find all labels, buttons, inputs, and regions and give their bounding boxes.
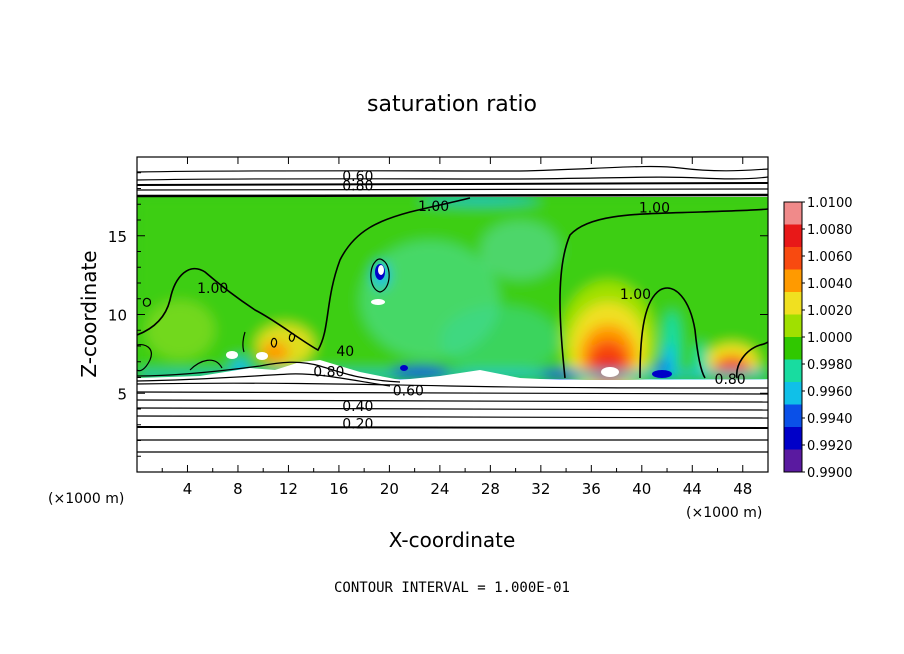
x-tick-label: 36 (582, 480, 601, 498)
colorbar-label: 0.9920 (807, 439, 853, 454)
colorbar-swatch (784, 404, 802, 428)
x-tick-label: 48 (733, 480, 752, 498)
x-tick-label: 8 (233, 480, 243, 498)
colorbar-swatch (784, 314, 802, 338)
contour-label: 40 (336, 344, 354, 360)
colorbar-swatch (784, 224, 802, 248)
x-tick-label: 44 (683, 480, 702, 498)
contour-label: 1.00 (639, 201, 670, 217)
x-tick-label: 24 (430, 480, 449, 498)
colorbar-label: 0.9960 (807, 385, 853, 400)
contour-label: 0.60 (393, 383, 424, 399)
y-tick-label: 10 (108, 307, 127, 325)
saturation-field (137, 157, 768, 472)
colorbar-label: 1.0020 (807, 304, 853, 319)
contour-label: 0.40 (342, 399, 373, 415)
contour-label: 0.80 (715, 372, 746, 388)
colorbar-swatch (784, 337, 802, 360)
colorbar-label: 1.0060 (807, 250, 853, 265)
colorbar-label: 0.9900 (807, 466, 853, 481)
x-tick-label: 12 (279, 480, 298, 498)
x-tick-label: 20 (380, 480, 399, 498)
x-unit-label-right: (×1000 m) (686, 505, 762, 521)
contour-label: 0.60 (342, 169, 373, 185)
contour-label: 1.00 (620, 287, 651, 303)
y-tick-label: 5 (117, 385, 127, 403)
contour-label: 0.80 (342, 179, 373, 195)
colorbar-swatch (784, 427, 802, 450)
colorbar-swatch (784, 269, 802, 293)
contour-label: 0.20 (342, 416, 373, 432)
contour-interval-note: CONTOUR INTERVAL = 1.000E-01 (334, 580, 570, 596)
x-unit-label-left: (×1000 m) (48, 491, 124, 507)
x-axis-label: X-coordinate (389, 528, 516, 552)
colorbar-swatch (784, 202, 802, 225)
x-tick-label: 40 (632, 480, 651, 498)
contour-label: 1.00 (197, 281, 228, 297)
colorbar-swatch (784, 382, 802, 405)
contour-label: 0.80 (313, 364, 344, 380)
contour-labels: 0.600.801.00 1.001.00 1.00400.800.600.400.… (197, 169, 746, 432)
colorbar-label: 1.0040 (807, 277, 853, 292)
colorbar-swatch (784, 449, 802, 473)
x-axis: 4 8 12 16 20 24 28 32 36 40 44 48 (161, 157, 752, 498)
x-tick-label: 32 (531, 480, 550, 498)
x-tick-label: 4 (183, 480, 193, 498)
colorbar-swatch (784, 247, 802, 270)
x-tick-label: 16 (329, 480, 348, 498)
colorbar: 1.0100 1.0080 1.0060 1.0040 1.0020 1.0000 0.99… (783, 196, 853, 481)
y-tick-label: 15 (108, 228, 127, 246)
colorbar-label: 0.9940 (807, 412, 853, 427)
contour-label: 1.00 (418, 199, 449, 215)
colorbar-label: 1.0080 (807, 223, 853, 238)
colorbar-label: 1.0000 (807, 331, 853, 346)
colorbar-swatch (784, 359, 802, 383)
plot-area: 0.600.801.00 1.001.00 1.00400.800.600.400.… (136, 156, 769, 473)
chart-title: saturation ratio (367, 92, 537, 117)
colorbar-label: 1.0100 (807, 196, 853, 211)
y-axis: 5 10 15 (108, 172, 768, 457)
colorbar-label: 0.9980 (807, 358, 853, 373)
y-axis-label: Z-coordinate (77, 250, 101, 377)
colorbar-swatch (784, 292, 802, 315)
x-tick-label: 28 (481, 480, 500, 498)
